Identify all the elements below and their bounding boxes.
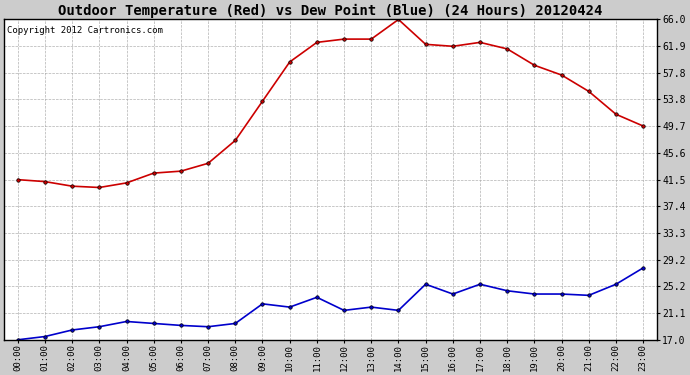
Title: Outdoor Temperature (Red) vs Dew Point (Blue) (24 Hours) 20120424: Outdoor Temperature (Red) vs Dew Point (… [58, 4, 602, 18]
Text: Copyright 2012 Cartronics.com: Copyright 2012 Cartronics.com [8, 26, 164, 35]
